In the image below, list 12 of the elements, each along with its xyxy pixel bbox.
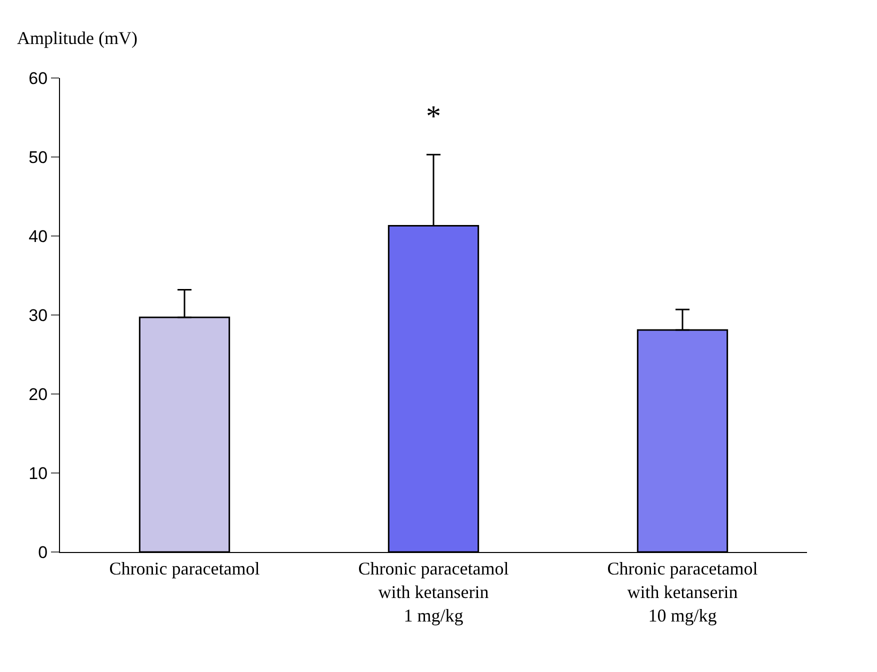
y-tick-label: 10 — [28, 464, 48, 483]
y-tick-label: 0 — [38, 542, 48, 562]
y-tick-label: 30 — [28, 306, 48, 325]
x-tick-label: Chronic paracetamol with ketanserin 1 mg/kg — [358, 558, 509, 626]
y-axis-title: Amplitude (mV) — [17, 28, 138, 48]
annotation: * — [426, 100, 441, 133]
y-tick-label: 20 — [28, 384, 48, 404]
y-tick-label: 50 — [28, 148, 48, 167]
y-tick-label: 40 — [28, 226, 48, 246]
y-tick-label: 60 — [28, 68, 48, 88]
x-tick-label: Chronic paracetamol with ketanserin 10 mg/kg — [607, 558, 758, 626]
x-tick-label: Chronic paracetamol — [109, 558, 260, 579]
